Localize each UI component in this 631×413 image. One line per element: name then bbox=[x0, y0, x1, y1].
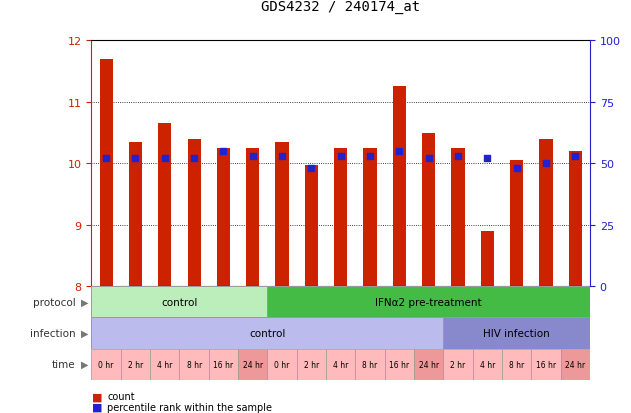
Text: GDS4232 / 240174_at: GDS4232 / 240174_at bbox=[261, 0, 420, 14]
Text: ▶: ▶ bbox=[81, 328, 89, 338]
Bar bbox=[355, 349, 385, 380]
Text: 8 hr: 8 hr bbox=[509, 360, 524, 369]
Bar bbox=[268, 349, 297, 380]
Text: 2 hr: 2 hr bbox=[304, 360, 319, 369]
Bar bbox=[473, 349, 502, 380]
Bar bbox=[451, 149, 464, 286]
Bar bbox=[502, 349, 531, 380]
Point bbox=[512, 166, 522, 172]
Bar bbox=[531, 349, 561, 380]
Text: ■: ■ bbox=[91, 402, 102, 412]
Point bbox=[248, 153, 258, 160]
Point bbox=[394, 148, 404, 155]
Bar bbox=[305, 166, 318, 286]
Text: HIV infection: HIV infection bbox=[483, 328, 550, 338]
Point bbox=[277, 153, 287, 160]
Point bbox=[541, 161, 551, 167]
Bar bbox=[268, 286, 590, 318]
Bar bbox=[129, 142, 142, 286]
Text: ▶: ▶ bbox=[81, 297, 89, 307]
Bar bbox=[326, 349, 355, 380]
Bar bbox=[444, 349, 473, 380]
Bar bbox=[246, 149, 259, 286]
Bar bbox=[297, 349, 326, 380]
Point bbox=[101, 156, 111, 162]
Bar bbox=[121, 349, 150, 380]
Bar bbox=[444, 318, 590, 349]
Bar bbox=[238, 349, 268, 380]
Text: count: count bbox=[107, 392, 135, 401]
Point bbox=[189, 156, 199, 162]
Bar bbox=[100, 60, 113, 286]
Bar bbox=[150, 349, 179, 380]
Text: IFNα2 pre-treatment: IFNα2 pre-treatment bbox=[375, 297, 482, 307]
Text: infection: infection bbox=[30, 328, 76, 338]
Text: 2 hr: 2 hr bbox=[451, 360, 466, 369]
Bar bbox=[414, 349, 444, 380]
Point bbox=[570, 153, 581, 160]
Bar bbox=[385, 349, 414, 380]
Bar bbox=[510, 161, 523, 286]
Text: 8 hr: 8 hr bbox=[362, 360, 378, 369]
Bar bbox=[179, 349, 209, 380]
Text: time: time bbox=[52, 359, 76, 369]
Text: 16 hr: 16 hr bbox=[389, 360, 410, 369]
Bar bbox=[187, 139, 201, 286]
Point bbox=[453, 153, 463, 160]
Bar bbox=[540, 139, 553, 286]
Text: 16 hr: 16 hr bbox=[536, 360, 556, 369]
Text: 24 hr: 24 hr bbox=[243, 360, 263, 369]
Text: protocol: protocol bbox=[33, 297, 76, 307]
Point bbox=[336, 153, 346, 160]
Text: 4 hr: 4 hr bbox=[480, 360, 495, 369]
Bar bbox=[209, 349, 238, 380]
Text: 24 hr: 24 hr bbox=[418, 360, 439, 369]
Bar bbox=[91, 349, 121, 380]
Text: ■: ■ bbox=[91, 392, 102, 401]
Bar bbox=[569, 152, 582, 286]
Text: control: control bbox=[249, 328, 286, 338]
Bar bbox=[276, 142, 289, 286]
Point bbox=[160, 156, 170, 162]
Point bbox=[131, 156, 141, 162]
Text: 4 hr: 4 hr bbox=[157, 360, 172, 369]
Bar bbox=[392, 87, 406, 286]
Text: 16 hr: 16 hr bbox=[213, 360, 233, 369]
Bar bbox=[91, 286, 268, 318]
Bar bbox=[334, 149, 347, 286]
Text: ▶: ▶ bbox=[81, 359, 89, 369]
Text: 8 hr: 8 hr bbox=[187, 360, 202, 369]
Text: 2 hr: 2 hr bbox=[128, 360, 143, 369]
Point bbox=[423, 156, 433, 162]
Bar bbox=[561, 349, 590, 380]
Bar bbox=[422, 133, 435, 286]
Text: 0 hr: 0 hr bbox=[274, 360, 290, 369]
Point bbox=[218, 148, 228, 155]
Point bbox=[307, 166, 317, 172]
Text: percentile rank within the sample: percentile rank within the sample bbox=[107, 402, 272, 412]
Text: control: control bbox=[162, 297, 198, 307]
Text: 0 hr: 0 hr bbox=[98, 360, 114, 369]
Bar bbox=[158, 124, 172, 286]
Point bbox=[482, 156, 492, 162]
Bar bbox=[363, 149, 377, 286]
Bar bbox=[91, 318, 444, 349]
Text: 4 hr: 4 hr bbox=[333, 360, 348, 369]
Point bbox=[365, 153, 375, 160]
Bar bbox=[481, 231, 494, 286]
Bar bbox=[217, 149, 230, 286]
Text: 24 hr: 24 hr bbox=[565, 360, 586, 369]
